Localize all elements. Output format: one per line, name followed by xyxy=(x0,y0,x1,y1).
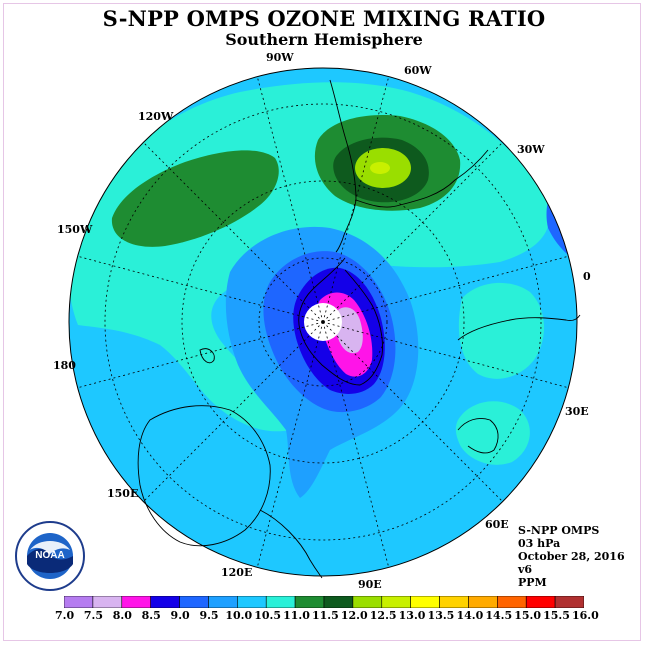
colorbar-swatch xyxy=(468,596,498,608)
map-border xyxy=(68,67,578,577)
meridian-line xyxy=(322,142,503,323)
field-11-0-west xyxy=(111,150,279,247)
info-level: 03 hPa xyxy=(518,537,561,550)
colorbar-swatch xyxy=(352,596,383,608)
chart-title: S-NPP OMPS OZONE MIXING RATIO xyxy=(102,6,546,31)
colorbar-tick-label: 10.5 xyxy=(254,609,282,622)
colorbar-tick-label: 15.5 xyxy=(543,609,570,622)
colorbar-tick-label: 14.5 xyxy=(485,609,513,622)
lon-label-0: 0 xyxy=(583,270,591,283)
colorbar-tick-label: 11.5 xyxy=(312,609,339,622)
colorbar-swatch xyxy=(265,596,296,608)
colorbar-tick-label: 14.0 xyxy=(456,609,484,622)
meridian-line xyxy=(143,142,324,323)
lon-label-120e: 120E xyxy=(221,566,253,579)
figure-frame xyxy=(3,3,641,641)
lon-label-90e: 90E xyxy=(358,578,382,591)
lat-circle-70 xyxy=(258,257,388,387)
meridian-line xyxy=(77,255,324,323)
meridian-line xyxy=(322,321,390,568)
colorbar-swatch xyxy=(525,596,556,608)
colorbar-tick-label: 7.0 xyxy=(55,609,75,622)
meridians xyxy=(77,76,569,568)
lat-circle-50 xyxy=(181,180,465,464)
antarctica-coast xyxy=(298,257,383,386)
lon-label-120w: 120W xyxy=(138,110,174,123)
info-units: PPM xyxy=(518,576,547,589)
south-pole-marker xyxy=(321,320,325,324)
colorbar-swatch xyxy=(64,596,94,608)
colorbar-swatch xyxy=(150,596,180,608)
colorbar-swatch xyxy=(410,596,440,608)
lon-label-30w: 30W xyxy=(517,143,545,156)
colorbar-tick-label: 12.5 xyxy=(369,609,397,622)
lon-label-180: 180 xyxy=(53,359,76,372)
meridian-line xyxy=(77,321,324,389)
colorbar-swatch xyxy=(294,596,325,608)
colorbar-tick-label: 7.5 xyxy=(83,609,104,622)
noaa-logo-text: NOAA xyxy=(35,550,64,561)
colorbar-tick-label: 8.0 xyxy=(112,609,132,622)
field-10-5-southeast xyxy=(455,401,530,465)
colorbar-tick-label: 13.5 xyxy=(427,609,455,622)
meridian-line xyxy=(322,321,503,502)
colorbar-tick-label: 9.5 xyxy=(199,609,219,622)
meridian-line xyxy=(143,321,324,502)
colorbar-swatch xyxy=(554,596,584,608)
meridian-line xyxy=(322,321,569,389)
lon-label-150w: 150W xyxy=(57,223,93,236)
colorbar-tick-label: 15.0 xyxy=(514,609,542,622)
colorbar xyxy=(64,596,584,608)
colorbar-swatch xyxy=(121,596,151,608)
colorbar-swatch xyxy=(439,596,469,608)
colorbar-tick-label: 12.0 xyxy=(340,609,368,622)
colorbar-swatch xyxy=(323,596,354,608)
lon-label-30e: 30E xyxy=(565,405,589,418)
lon-label-150e: 150E xyxy=(107,487,139,500)
colorbar-swatch xyxy=(179,596,209,608)
colorbar-tick-label: 8.5 xyxy=(141,609,161,622)
colorbar-tick-label: 10.0 xyxy=(225,609,253,622)
field-12-5 xyxy=(370,162,390,174)
colorbar-tick-label: 16.0 xyxy=(572,609,599,622)
lon-label-90w: 90W xyxy=(266,51,294,64)
meridian-line xyxy=(322,76,390,323)
info-date: October 28, 2016 xyxy=(518,550,625,563)
colorbar-tick-label: 9.0 xyxy=(170,609,190,622)
meridian-line xyxy=(322,255,569,323)
indonesia-coast xyxy=(259,509,323,579)
lon-label-60w: 60W xyxy=(404,64,432,77)
madagascar-coast xyxy=(457,418,499,454)
lat-circle-30 xyxy=(104,103,542,541)
field-7-5 xyxy=(335,307,363,354)
colorbar-swatch xyxy=(237,596,267,608)
colorbar-tick-label: 13.0 xyxy=(398,609,426,622)
colorbar-swatch xyxy=(381,596,411,608)
meridian-line xyxy=(256,76,324,323)
field-10-5-east xyxy=(458,282,545,379)
colorbar-swatch xyxy=(92,596,123,608)
lon-label-60e: 60E xyxy=(485,518,509,531)
info-version: v6 xyxy=(518,563,533,576)
africa-coast xyxy=(457,314,581,341)
colorbar-swatch xyxy=(208,596,238,608)
colorbar-swatch xyxy=(497,596,527,608)
chart-subtitle: Southern Hemisphere xyxy=(225,30,423,49)
noaa-logo: NOAA xyxy=(15,521,85,591)
info-instrument: S-NPP OMPS xyxy=(518,524,600,537)
info-block: S-NPP OMPS 03 hPa October 28, 2016 v6 PP… xyxy=(518,524,625,589)
graticule xyxy=(77,76,569,568)
australia-coast xyxy=(137,405,271,547)
new-zealand-coast xyxy=(199,348,215,364)
meridian-line xyxy=(256,321,324,568)
colorbar-tick-label: 11.0 xyxy=(283,609,310,622)
